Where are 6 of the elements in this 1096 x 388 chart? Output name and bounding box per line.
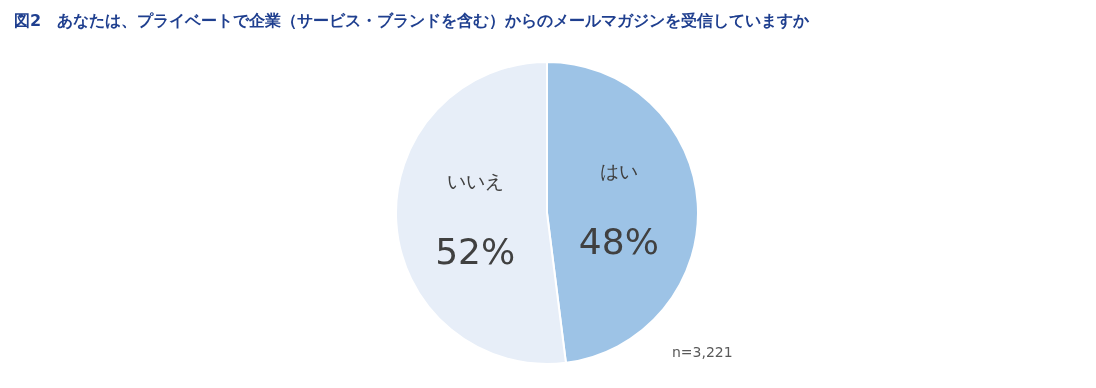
- data-label: 52%: [435, 230, 516, 272]
- text: n=3,221: [672, 344, 733, 360]
- slice-label: はい: [599, 160, 638, 183]
- data-label: 48%: [578, 221, 659, 263]
- chart-title: 図2 あなたは、プライベートで企業（サービス・ブランドを含む）からのメールマガジンを受信していますか: [14, 11, 811, 30]
- slice-label: いいえ: [446, 169, 504, 192]
